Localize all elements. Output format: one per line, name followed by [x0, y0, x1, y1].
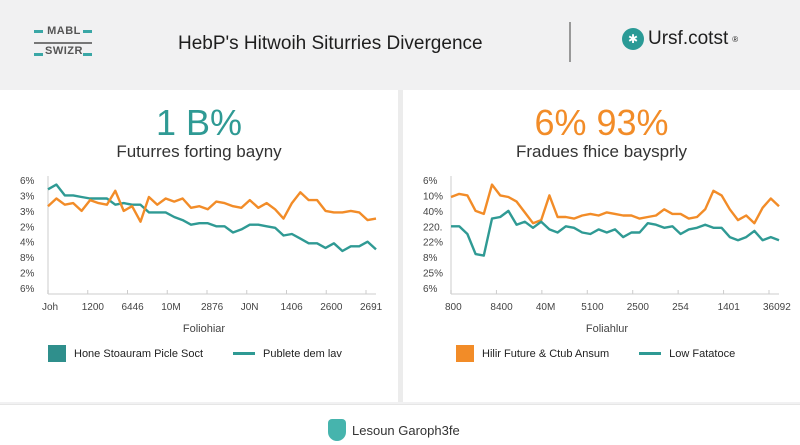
header: MABL SWIZR HebP's Hitwoih Siturries Dive… — [0, 0, 800, 88]
x-axis-label: Foliohiar — [183, 323, 226, 335]
y-tick-label: 4% — [20, 238, 35, 249]
divider — [569, 22, 571, 62]
x-tick-label: 2600 — [320, 302, 343, 313]
x-tick-label: 6446 — [122, 302, 145, 313]
x-tick-label: 800 — [445, 302, 462, 313]
footer-brand: Lesoun Garoph3fe — [352, 422, 460, 438]
legend-swatch — [48, 345, 66, 362]
x-tick-label: 10M — [161, 302, 180, 313]
footer: Lesoun Garoph3fe — [0, 404, 800, 445]
y-tick-label: 40% — [423, 207, 443, 218]
panel-subtitle: Fradues fhice baysprly — [515, 142, 688, 161]
y-tick-label: 6% — [423, 284, 438, 295]
x-axis-label: Foliahlur — [586, 323, 629, 335]
page-title: HebP's Hitwoih Siturries Divergence — [178, 33, 483, 54]
y-tick-label: 25% — [423, 269, 443, 280]
panel-separator — [398, 90, 403, 402]
y-tick-label: 2% — [20, 269, 35, 280]
logo: MABL SWIZR — [34, 25, 92, 60]
series-line-1 — [47, 189, 377, 223]
y-tick-label: 220. — [423, 222, 442, 233]
right-panel: 6% 93% Fradues fhice baysprly 6% 10% 40% 22… — [403, 90, 800, 402]
x-tick-label: 254 — [672, 302, 689, 313]
y-tick-label: 8% — [20, 253, 35, 264]
legend-line — [233, 352, 256, 355]
x-tick-label: 1401 — [718, 302, 741, 313]
legend: Hone Stoauram Picle Soct Publete dem lav — [48, 345, 342, 362]
big-value: 1 B% — [155, 102, 243, 143]
legend-label: Publete dem lav — [263, 347, 342, 360]
x-tick-label: 40M — [536, 302, 555, 313]
brand-name: Ursf.cotst — [648, 28, 729, 49]
logo-top-text: MABL — [47, 25, 81, 37]
brand-badge-icon: ✱ — [622, 28, 644, 50]
x-tick-label: 1406 — [281, 302, 304, 313]
legend: Hilir Future & Ctub Ansum Low Fatatoce — [456, 345, 735, 362]
x-tick-label: 5100 — [581, 302, 604, 313]
x-tick-label: 2876 — [201, 302, 224, 313]
legend-label: Hone Stoauram Picle Soct — [74, 347, 204, 360]
registered-mark: ® — [732, 34, 739, 44]
legend-label: Low Fatatoce — [669, 347, 736, 360]
y-tick-label: 6% — [20, 176, 35, 187]
left-line-chart: 6% 3% 3% 2% 4% 8% 2% 6% Joh 1200 6446 10M 2876 J0N 140… — [20, 176, 383, 335]
logo-bottom-text: SWIZR — [45, 45, 83, 57]
series-line-0 — [47, 183, 377, 253]
y-tick-label: 8% — [423, 253, 438, 264]
left-panel: 1 B% Futurres forting bayny 6% 3% 3% 2% 4% 8%… — [0, 90, 398, 402]
legend-label: Hilir Future & Ctub Ansum — [482, 347, 610, 360]
series-line-1 — [451, 209, 780, 257]
big-value: 6% 93% — [534, 102, 669, 143]
x-tick-label: J0N — [241, 302, 259, 313]
x-tick-label: Joh — [42, 302, 58, 313]
x-tick-label: 8400 — [490, 302, 513, 313]
series-line-0 — [450, 183, 780, 225]
y-tick-label: 10% — [423, 191, 443, 202]
y-tick-label: 3% — [20, 207, 35, 218]
x-tick-label: 2500 — [627, 302, 650, 313]
panel-subtitle: Futurres forting bayny — [116, 142, 282, 161]
x-tick-label: 1200 — [82, 302, 105, 313]
y-tick-label: 22% — [423, 238, 443, 249]
y-tick-label: 6% — [20, 284, 35, 295]
y-tick-label: 3% — [20, 191, 35, 202]
right-line-chart: 6% 10% 40% 220. 22% 8% 25% 6% 800 8400 40M 5100 2500… — [423, 176, 791, 335]
legend-line — [639, 352, 662, 355]
legend-swatch — [456, 345, 474, 362]
brand: ✱ Ursf.cotst ® — [622, 28, 738, 50]
y-tick-label: 6% — [423, 176, 438, 187]
crest-icon — [328, 419, 346, 441]
x-tick-label: 2691 — [360, 302, 383, 313]
y-tick-label: 2% — [20, 222, 35, 233]
x-tick-label: 36092 — [763, 302, 791, 313]
